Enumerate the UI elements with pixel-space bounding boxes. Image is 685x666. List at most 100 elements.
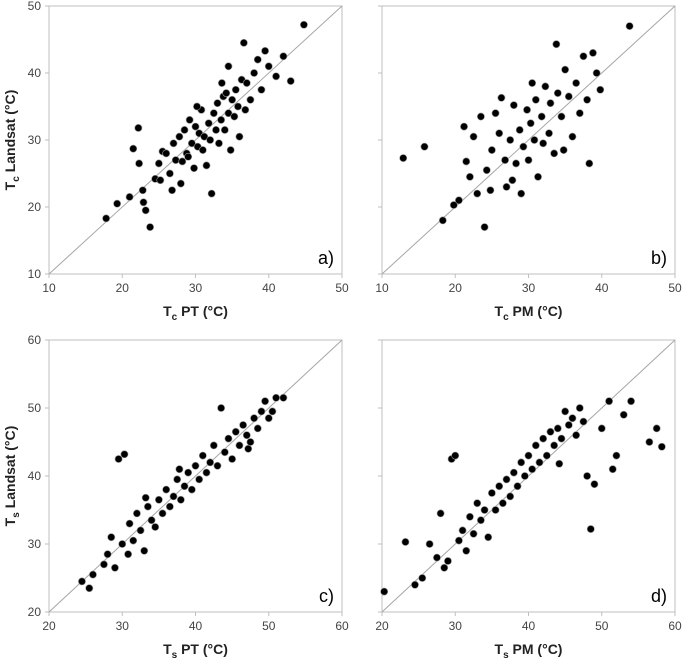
scatter-point (586, 525, 595, 533)
scatter-point (491, 109, 500, 118)
x-tick-label: 40 (595, 281, 609, 295)
scatter-point (524, 451, 533, 460)
scatter-point (226, 146, 235, 154)
scatter-point (136, 526, 145, 535)
scatter-point (487, 489, 496, 497)
scatter-point (146, 223, 154, 231)
scatter-point (264, 414, 273, 423)
scatter-point (484, 533, 493, 542)
scatter-point (154, 495, 163, 504)
x-tick-label: 60 (335, 619, 349, 633)
scatter-point (85, 584, 94, 593)
scatter-point (590, 480, 599, 489)
scatter-point (231, 85, 240, 94)
scatter-point (246, 95, 255, 104)
scatter-point (169, 492, 178, 501)
y-tick-label: 20 (28, 605, 42, 619)
scatter-point (228, 95, 237, 104)
scatter-point (224, 434, 233, 443)
scatter-point (89, 570, 97, 579)
scatter-point (517, 189, 526, 198)
x-tick-label: 30 (449, 619, 463, 633)
scatter-point (550, 149, 559, 158)
scatter-point (568, 132, 577, 141)
scatter-point (462, 157, 471, 166)
scatter-point (175, 132, 184, 141)
scatter-point (178, 157, 187, 166)
x-tick-label: 10 (375, 281, 389, 295)
scatter-point (102, 214, 111, 223)
x-tick-label: 40 (189, 619, 203, 633)
panel-label: a) (318, 248, 334, 268)
scatter-point (597, 424, 606, 433)
scatter-point (202, 468, 211, 477)
scatter-point (234, 102, 242, 111)
x-axis-label: Ts PT (°C) (163, 641, 228, 661)
panel-label: b) (651, 248, 667, 268)
scatter-point (579, 417, 588, 426)
scatter-point (212, 126, 220, 134)
scatter-point (462, 546, 471, 555)
scatter-point (235, 132, 244, 141)
scatter-point (118, 540, 127, 548)
scatter-point (455, 196, 463, 205)
scatter-point (539, 434, 548, 443)
scatter-point (537, 112, 546, 121)
scatter-point (217, 79, 226, 87)
scatter-point (103, 550, 112, 559)
one-to-one-line (48, 5, 343, 275)
scatter-point (559, 146, 568, 154)
scatter-panel-b: 10 20 30 40 50b) Tc PM (°C) (375, 5, 682, 323)
x-tick-label: 30 (116, 619, 130, 633)
scatter-point (612, 451, 621, 460)
scatter-point (162, 485, 171, 494)
x-tick-label: 50 (595, 619, 609, 633)
scatter-point (592, 69, 601, 77)
scatter-point (100, 560, 108, 569)
scatter-panel-d: 20 30 40 50 60d) Ts PM (°C) (375, 339, 682, 661)
scatter-point (261, 46, 269, 55)
scatter-point (605, 397, 613, 406)
scatter-point (523, 105, 531, 114)
scatter-point (531, 441, 540, 450)
one-to-one-line (381, 5, 676, 275)
scatter-point (185, 116, 194, 124)
scatter-point (528, 79, 537, 87)
scatter-point (124, 550, 133, 559)
scatter-point (107, 533, 116, 542)
scatter-point (120, 450, 129, 459)
scatter-point (141, 493, 150, 502)
x-axis-label: Tc PM (°C) (495, 303, 563, 323)
y-tick-label: 40 (28, 66, 42, 80)
scatter-point (231, 427, 240, 436)
scatter-point (129, 144, 138, 153)
scatter-point (487, 146, 496, 154)
scatter-point (444, 557, 452, 565)
y-axis-label: Tc Landsat (°C) (2, 90, 22, 191)
scatter-point (198, 451, 207, 460)
scatter-point (257, 85, 266, 94)
scatter-point (168, 186, 176, 195)
scatter-point (550, 441, 559, 450)
scatter-point (535, 458, 544, 467)
scatter-point (217, 404, 226, 412)
scatter-point (175, 465, 184, 474)
scatter-point (498, 499, 507, 508)
scatter-point (608, 465, 617, 474)
scatter-point (235, 441, 244, 450)
scatter-point (187, 485, 196, 494)
scatter-point (517, 458, 526, 467)
scatter-point (449, 201, 458, 209)
scatter-point (568, 414, 577, 423)
scatter-point (476, 112, 485, 121)
scatter-point (264, 62, 273, 71)
scatter-point (509, 101, 518, 110)
scatter-point (272, 72, 280, 81)
scatter-point (509, 468, 518, 477)
scatter-point (589, 49, 597, 57)
scatter-point (596, 85, 605, 94)
scatter-point (224, 109, 233, 118)
scatter-point (191, 461, 200, 470)
